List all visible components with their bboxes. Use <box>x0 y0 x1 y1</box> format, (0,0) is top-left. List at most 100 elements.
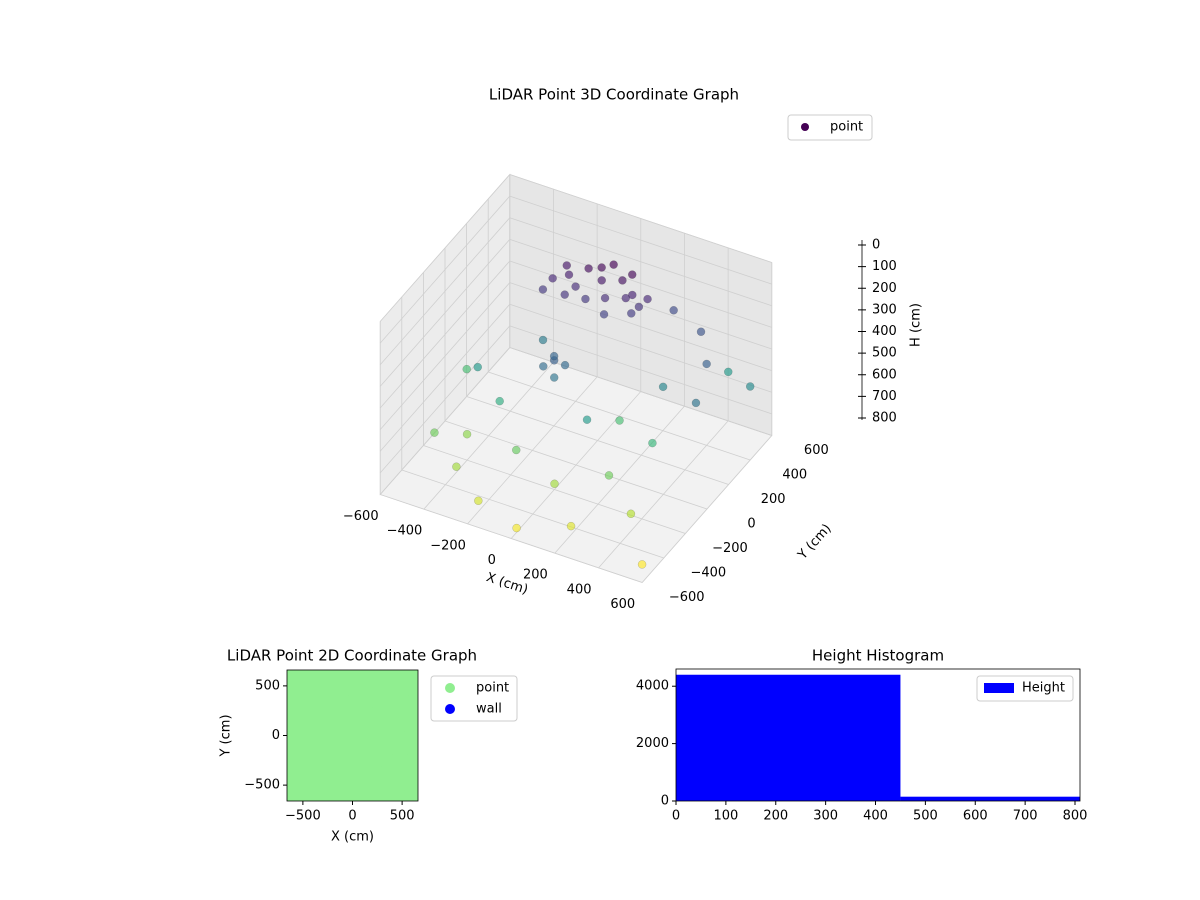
grid-line <box>509 303 772 393</box>
point <box>745 382 755 391</box>
legend-marker <box>445 683 455 693</box>
y-tick-label: −200 <box>712 541 748 556</box>
grid-line <box>401 469 664 559</box>
y-axis-label: Y (cm) <box>795 521 835 563</box>
point <box>344 703 361 721</box>
point <box>296 762 314 780</box>
point <box>549 373 559 382</box>
point <box>379 715 397 733</box>
point <box>367 738 385 756</box>
legend-label: point <box>476 681 509 696</box>
axes-frame <box>675 668 1081 802</box>
z-tick-label: 700 <box>872 389 897 404</box>
point <box>391 774 409 792</box>
point <box>344 691 361 709</box>
point <box>538 285 548 294</box>
point <box>564 270 574 279</box>
z-tick-label: 500 <box>872 346 897 361</box>
bar <box>900 796 1080 801</box>
x-tick-label: 600 <box>610 597 635 612</box>
point <box>332 750 350 768</box>
point <box>332 774 350 792</box>
point <box>320 750 338 768</box>
point <box>332 727 350 744</box>
point <box>296 691 314 709</box>
grid-line <box>379 260 511 409</box>
bar <box>676 674 901 801</box>
point <box>473 362 482 372</box>
point <box>474 496 483 506</box>
point <box>379 762 397 780</box>
point <box>296 703 314 721</box>
point <box>560 290 569 299</box>
point <box>320 679 338 697</box>
point <box>320 762 338 780</box>
point <box>627 309 636 318</box>
point <box>332 715 350 733</box>
point <box>308 727 326 744</box>
point <box>308 750 326 768</box>
point <box>582 415 592 424</box>
legend-label: Height <box>1022 681 1065 696</box>
point <box>627 270 637 279</box>
point <box>391 679 409 697</box>
x-tick-label: 800 <box>1063 809 1088 824</box>
point <box>320 715 338 733</box>
x-tick-label: 400 <box>567 582 592 597</box>
point <box>344 715 361 733</box>
point <box>512 523 521 533</box>
point <box>296 738 314 756</box>
point <box>634 302 644 312</box>
point <box>724 367 733 377</box>
x-tick-label: −600 <box>343 509 379 524</box>
point <box>597 276 606 285</box>
point <box>609 260 618 269</box>
z-tick-label: 600 <box>872 367 897 382</box>
point <box>648 438 657 448</box>
x-axis-label: X (cm) <box>331 830 374 845</box>
x-tick-label: 600 <box>963 809 988 824</box>
y-tick-label: −600 <box>669 590 705 605</box>
legend-marker <box>984 683 1014 693</box>
y-tick-label: −500 <box>244 778 280 793</box>
point <box>379 774 397 792</box>
point <box>637 560 647 569</box>
point <box>367 691 385 709</box>
point <box>296 774 314 792</box>
point <box>308 738 326 756</box>
chart-title: LiDAR Point 3D Coordinate Graph <box>489 86 739 104</box>
point <box>308 762 326 780</box>
point <box>355 691 373 709</box>
grid-line <box>379 239 511 387</box>
legend-label: wall <box>476 702 502 717</box>
point <box>308 774 326 792</box>
y-tick-label: 500 <box>255 678 280 693</box>
grid-line <box>509 325 772 415</box>
point <box>391 727 409 744</box>
grid-line <box>509 174 772 263</box>
point <box>512 445 521 455</box>
point <box>560 360 570 370</box>
point <box>344 774 361 792</box>
point <box>571 282 580 291</box>
grid-line <box>379 303 511 452</box>
grid-line <box>509 217 772 307</box>
point <box>355 715 373 733</box>
chart-title: LiDAR Point 2D Coordinate Graph <box>227 647 477 665</box>
point <box>296 750 314 768</box>
grid-line <box>379 282 511 430</box>
legend-marker <box>445 704 455 714</box>
x-tick-label: 0 <box>488 553 496 568</box>
y-tick-label: 0 <box>272 728 280 743</box>
point <box>344 679 361 697</box>
point <box>308 691 326 709</box>
point <box>403 670 418 685</box>
point <box>628 290 637 300</box>
point <box>320 727 338 744</box>
point <box>332 691 350 709</box>
point <box>584 264 593 273</box>
point <box>355 727 373 744</box>
point <box>462 364 471 374</box>
point <box>538 335 548 345</box>
